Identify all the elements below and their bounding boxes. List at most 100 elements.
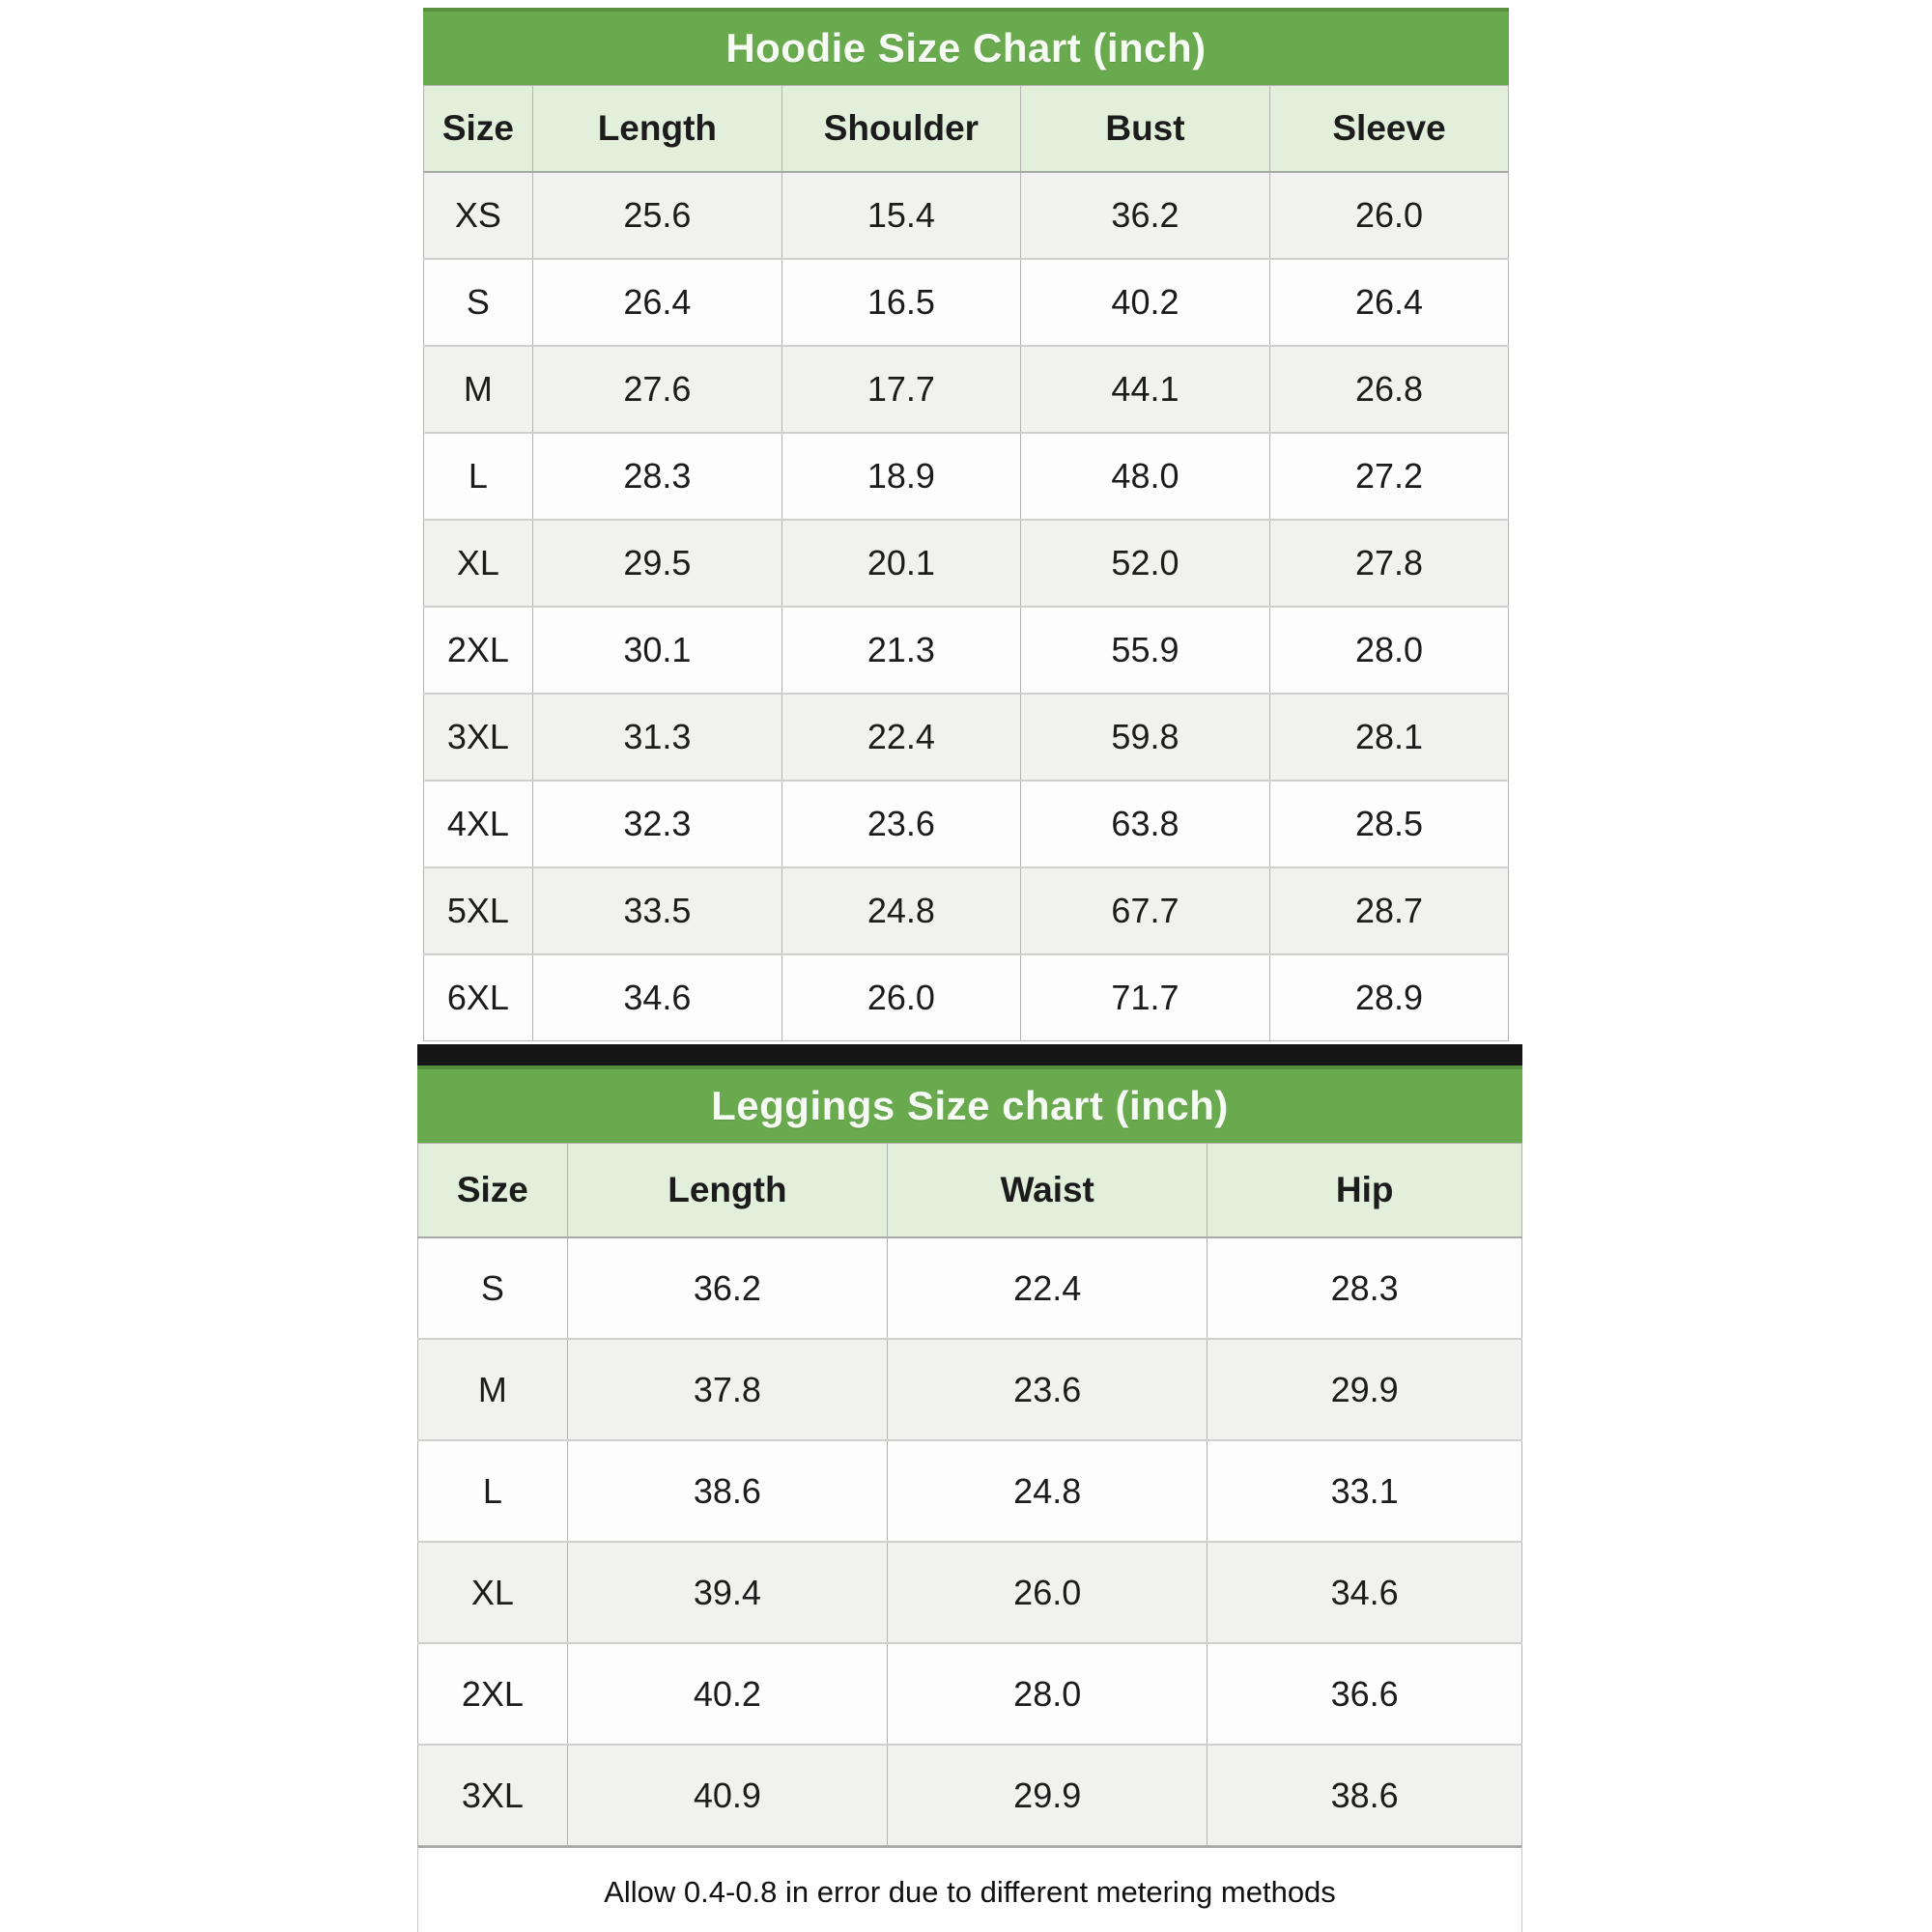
size-label-cell: 2XL (417, 1642, 568, 1746)
measurement-value-cell: 24.8 (781, 867, 1021, 955)
hoodie-table-body: XS 25.6 15.4 36.2 26.0 S 26.4 16.5 40.2 26.4 M 27.6… (423, 171, 1509, 1041)
size-label-cell: M (417, 1338, 568, 1441)
measurement-value-cell: 26.4 (1269, 258, 1509, 347)
measurement-value-cell: 29.5 (531, 519, 782, 608)
column-header-size: Size (417, 1143, 568, 1238)
leggings-header-row: Size Length Waist Hip (417, 1143, 1522, 1238)
measurement-value-cell: 59.8 (1019, 693, 1271, 781)
size-label-cell: M (423, 345, 533, 434)
size-label-cell: S (417, 1236, 568, 1340)
size-label-cell: 3XL (417, 1744, 568, 1846)
section-divider-bar (417, 1044, 1522, 1065)
measurement-value-cell: 27.8 (1269, 519, 1509, 608)
measurement-value-cell: 25.6 (531, 171, 782, 260)
measurement-value-cell: 15.4 (781, 171, 1021, 260)
size-label-cell: XL (423, 519, 533, 608)
size-chart-sheet: Hoodie Size Chart (inch) Size Length Shoul… (417, 0, 1522, 1932)
hoodie-header-row: Size Length Shoulder Bust Sleeve (423, 85, 1509, 173)
measurement-value-cell: 26.8 (1269, 345, 1509, 434)
table-row: 5XL 33.5 24.8 67.7 28.7 (423, 867, 1509, 955)
size-label-cell: 5XL (423, 867, 533, 955)
measurement-value-cell: 26.0 (781, 953, 1021, 1041)
measurement-value-cell: 34.6 (1207, 1541, 1522, 1644)
table-row: 2XL 40.2 28.0 36.6 (417, 1642, 1522, 1746)
table-row: S 36.2 22.4 28.3 (417, 1236, 1522, 1340)
size-label-cell: S (423, 258, 533, 347)
leggings-table-header: Size Length Waist Hip (417, 1143, 1522, 1238)
size-label-cell: XL (417, 1541, 568, 1644)
column-header-waist: Waist (887, 1143, 1208, 1238)
measurement-value-cell: 36.2 (1019, 171, 1271, 260)
measurement-value-cell: 22.4 (887, 1236, 1208, 1340)
measurement-value-cell: 44.1 (1019, 345, 1271, 434)
size-label-cell: L (423, 432, 533, 521)
measurement-value-cell: 48.0 (1019, 432, 1271, 521)
measurement-value-cell: 40.2 (566, 1642, 889, 1746)
measurement-value-cell: 28.9 (1269, 953, 1509, 1041)
measurement-value-cell: 28.3 (1207, 1236, 1522, 1340)
measurement-value-cell: 36.6 (1207, 1642, 1522, 1746)
table-row: 3XL 31.3 22.4 59.8 28.1 (423, 693, 1509, 781)
measurement-value-cell: 27.2 (1269, 432, 1509, 521)
table-row: M 37.8 23.6 29.9 (417, 1338, 1522, 1441)
table-row: S 26.4 16.5 40.2 26.4 (423, 258, 1509, 347)
measurement-value-cell: 20.1 (781, 519, 1021, 608)
table-row: 6XL 34.6 26.0 71.7 28.9 (423, 953, 1509, 1041)
measurement-value-cell: 33.5 (531, 867, 782, 955)
leggings-size-chart-section: Leggings Size chart (inch) Size Length Wai… (417, 1065, 1522, 1846)
table-row: L 28.3 18.9 48.0 27.2 (423, 432, 1509, 521)
table-row: XS 25.6 15.4 36.2 26.0 (423, 171, 1509, 260)
leggings-chart-title: Leggings Size chart (inch) (417, 1065, 1522, 1143)
measurement-value-cell: 40.9 (566, 1744, 889, 1846)
size-label-cell: 6XL (423, 953, 533, 1041)
column-header-sleeve: Sleeve (1269, 85, 1509, 173)
hoodie-size-table: Size Length Shoulder Bust Sleeve XS 25.6 15.4 3… (423, 85, 1509, 1041)
measurement-value-cell: 52.0 (1019, 519, 1271, 608)
measurement-value-cell: 27.6 (531, 345, 782, 434)
measurement-value-cell: 30.1 (531, 606, 782, 695)
measurement-value-cell: 63.8 (1019, 780, 1271, 868)
measurement-value-cell: 29.9 (1207, 1338, 1522, 1441)
measurement-value-cell: 33.1 (1207, 1439, 1522, 1543)
leggings-table-body: S 36.2 22.4 28.3 M 37.8 23.6 29.9 L 38.6 24.8 33.1 X… (417, 1236, 1522, 1846)
measurement-value-cell: 26.4 (531, 258, 782, 347)
column-header-shoulder: Shoulder (781, 85, 1021, 173)
measurement-value-cell: 24.8 (887, 1439, 1208, 1543)
hoodie-table-header: Size Length Shoulder Bust Sleeve (423, 85, 1509, 173)
leggings-size-table: Size Length Waist Hip S 36.2 22.4 28.3 M 37.8 23.… (417, 1143, 1522, 1846)
measurement-value-cell: 40.2 (1019, 258, 1271, 347)
column-header-size: Size (423, 85, 533, 173)
hoodie-size-chart-section: Hoodie Size Chart (inch) Size Length Shoul… (423, 8, 1509, 1041)
table-row: XL 39.4 26.0 34.6 (417, 1541, 1522, 1644)
measurement-value-cell: 39.4 (566, 1541, 889, 1644)
measurement-value-cell: 22.4 (781, 693, 1021, 781)
measurement-value-cell: 71.7 (1019, 953, 1271, 1041)
measurement-value-cell: 55.9 (1019, 606, 1271, 695)
table-row: XL 29.5 20.1 52.0 27.8 (423, 519, 1509, 608)
measurement-value-cell: 26.0 (887, 1541, 1208, 1644)
measurement-value-cell: 28.1 (1269, 693, 1509, 781)
table-row: 3XL 40.9 29.9 38.6 (417, 1744, 1522, 1846)
table-row: 4XL 32.3 23.6 63.8 28.5 (423, 780, 1509, 868)
measurement-value-cell: 23.6 (781, 780, 1021, 868)
size-label-cell: L (417, 1439, 568, 1543)
column-header-hip: Hip (1207, 1143, 1522, 1238)
measurement-value-cell: 23.6 (887, 1338, 1208, 1441)
measurement-value-cell: 36.2 (566, 1236, 889, 1340)
hoodie-chart-title: Hoodie Size Chart (inch) (423, 8, 1509, 85)
measurement-value-cell: 28.5 (1269, 780, 1509, 868)
table-row: 2XL 30.1 21.3 55.9 28.0 (423, 606, 1509, 695)
column-header-bust: Bust (1019, 85, 1271, 173)
table-row: L 38.6 24.8 33.1 (417, 1439, 1522, 1543)
leggings-block: Leggings Size chart (inch) Size Length Wai… (417, 1044, 1522, 1932)
measurement-value-cell: 16.5 (781, 258, 1021, 347)
measurement-value-cell: 67.7 (1019, 867, 1271, 955)
measurement-value-cell: 17.7 (781, 345, 1021, 434)
measurement-value-cell: 18.9 (781, 432, 1021, 521)
size-label-cell: XS (423, 171, 533, 260)
measurement-value-cell: 37.8 (566, 1338, 889, 1441)
measurement-value-cell: 28.0 (1269, 606, 1509, 695)
measurement-value-cell: 34.6 (531, 953, 782, 1041)
size-label-cell: 2XL (423, 606, 533, 695)
measurement-value-cell: 31.3 (531, 693, 782, 781)
